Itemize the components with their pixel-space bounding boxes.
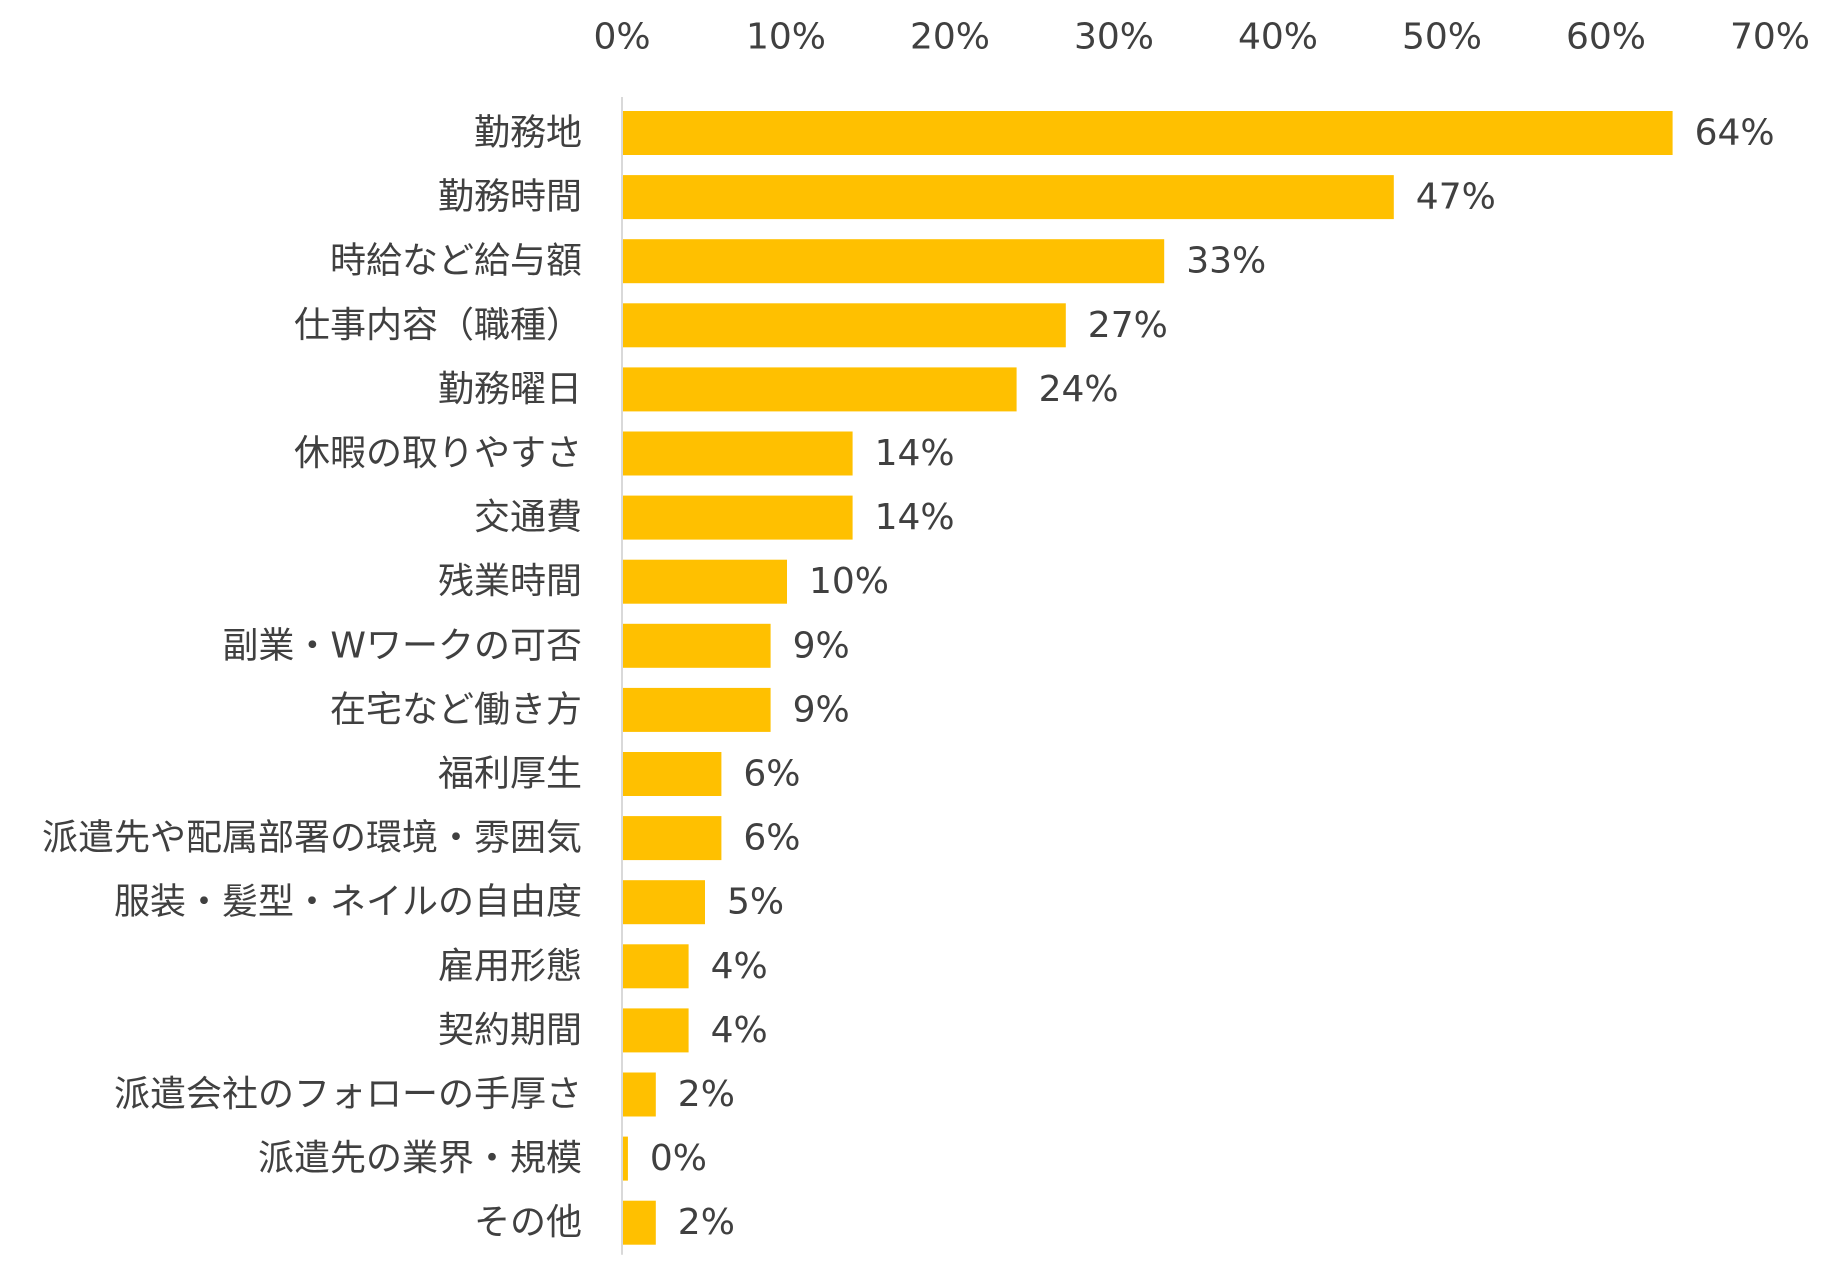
bar — [623, 623, 771, 668]
category-label: 時給など給与額 — [330, 241, 582, 282]
x-tick-label: 0% — [593, 17, 650, 58]
data-label: 9% — [793, 625, 850, 666]
data-label: 64% — [1695, 113, 1775, 154]
bar — [623, 431, 853, 476]
category-label: 在宅など働き方 — [330, 689, 582, 730]
category-label: 勤務時間 — [438, 177, 582, 218]
category-label: 福利厚生 — [438, 754, 582, 795]
data-label: 24% — [1039, 369, 1119, 410]
x-tick-label: 60% — [1566, 17, 1646, 58]
data-label: 47% — [1416, 177, 1496, 218]
x-tick-label: 20% — [910, 17, 990, 58]
bar — [623, 303, 1066, 348]
category-label: 副業・Wワークの可否 — [222, 625, 582, 666]
x-tick-label: 50% — [1402, 17, 1482, 58]
bar — [623, 1008, 689, 1053]
bar — [623, 1200, 656, 1245]
category-label: その他 — [474, 1202, 582, 1243]
category-label: 勤務曜日 — [438, 369, 582, 410]
x-tick-label: 70% — [1730, 17, 1810, 58]
bar — [623, 687, 771, 732]
data-label: 9% — [793, 689, 850, 730]
category-label: 仕事内容（職種） — [294, 305, 582, 346]
bar — [623, 559, 787, 604]
bar — [623, 367, 1017, 412]
bar — [623, 175, 1394, 220]
data-label: 2% — [678, 1074, 735, 1115]
data-label: 0% — [650, 1138, 707, 1179]
bar — [623, 752, 722, 796]
category-label: 派遣先の業界・規模 — [258, 1138, 582, 1179]
category-label: 勤務地 — [474, 113, 582, 154]
bar — [623, 495, 853, 540]
bar — [623, 816, 722, 861]
bar — [623, 880, 705, 925]
category-label: 交通費 — [474, 497, 582, 538]
x-axis-ticks: 0% 10% 20% 30% 40% 50% 60% 70% — [593, 17, 1810, 58]
bar — [623, 1136, 628, 1181]
data-label: 4% — [711, 1010, 768, 1051]
x-tick-label: 10% — [746, 17, 826, 58]
data-label: 33% — [1186, 241, 1266, 282]
data-label: 10% — [809, 561, 889, 602]
x-tick-label: 40% — [1238, 17, 1318, 58]
data-label: 2% — [678, 1202, 735, 1243]
data-label: 6% — [743, 754, 800, 795]
category-label: 休暇の取りやすさ — [294, 433, 582, 474]
bar — [623, 1072, 656, 1117]
bar — [623, 239, 1165, 284]
x-tick-label: 30% — [1074, 17, 1154, 58]
data-label: 5% — [727, 882, 784, 923]
data-label: 6% — [743, 818, 800, 859]
data-label: 14% — [875, 497, 955, 538]
bar — [623, 944, 689, 989]
bars — [623, 111, 1673, 1245]
bar — [623, 111, 1673, 155]
data-labels: 64% 47% 33% 27% 24% 14% 14% 10% 9% 9% 6% 6% 5% 4% 4% 2%… — [650, 113, 1775, 1244]
category-label: 服装・髪型・ネイルの自由度 — [114, 882, 582, 923]
data-label: 4% — [711, 946, 768, 987]
data-label: 27% — [1088, 305, 1168, 346]
category-label: 派遣先や配属部署の環境・雰囲気 — [42, 818, 582, 859]
category-label: 残業時間 — [438, 561, 582, 602]
data-label: 14% — [875, 433, 955, 474]
category-label: 契約期間 — [438, 1010, 582, 1051]
category-label: 雇用形態 — [438, 946, 582, 987]
category-label: 派遣会社のフォローの手厚さ — [114, 1074, 582, 1115]
